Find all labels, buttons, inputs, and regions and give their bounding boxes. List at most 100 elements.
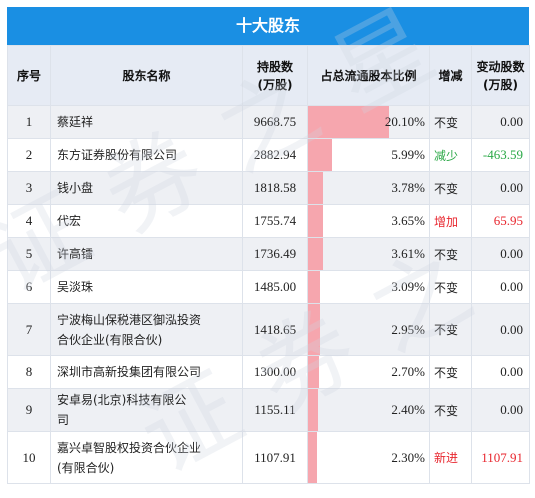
change-amount-cell: 0.00 — [471, 303, 530, 356]
change-cell: 不变 — [429, 388, 472, 432]
table-row: 9 安卓易(北京)科技有限公司 1155.11 2.40% 不变 0.00 — [7, 388, 530, 432]
row-no-cell: 10 — [7, 431, 51, 484]
holding-cell: 9668.75 — [242, 105, 308, 139]
ratio-bar — [308, 432, 318, 483]
change-cell: 不变 — [429, 171, 472, 205]
ratio-bar — [308, 172, 324, 204]
table-row: 6 吴淡珠 1485.00 3.09% 不变 0.00 — [7, 270, 530, 304]
ratio-value: 20.10% — [384, 114, 425, 129]
row-no-cell: 5 — [7, 237, 51, 271]
shareholder-name-line2: 司 — [57, 413, 70, 427]
ratio-cell: 3.78% — [307, 171, 430, 205]
holding-cell: 2882.94 — [242, 138, 308, 172]
ratio-cell: 5.99% — [307, 138, 430, 172]
col-header-change: 增减 — [429, 45, 472, 106]
shareholder-name-cell: 蔡廷祥 — [50, 105, 243, 139]
shareholder-name: 蔡廷祥 — [57, 115, 94, 129]
holding-cell: 1155.11 — [242, 388, 308, 432]
shareholder-name-line2: 合伙企业(有限合伙) — [57, 332, 163, 347]
row-no-cell: 6 — [7, 270, 51, 304]
ratio-bar — [308, 238, 323, 270]
change-amount-cell: 0.00 — [471, 270, 530, 304]
holding-cell: 1107.91 — [242, 431, 308, 484]
ratio-cell: 2.30% — [307, 431, 430, 484]
holding-cell: 1300.00 — [242, 355, 308, 389]
shareholder-name-cell: 钱小盘 — [50, 171, 243, 205]
ratio-bar — [308, 106, 389, 138]
change-cell: 增加 — [429, 204, 472, 238]
ratio-value: 2.70% — [391, 364, 425, 379]
table-row: 4 代宏 1755.74 3.65% 增加 65.95 — [7, 204, 530, 238]
change-amount-cell: 0.00 — [471, 171, 530, 205]
col-header-hold-line2: (万股) — [257, 77, 293, 92]
shareholder-name-cell: 代宏 — [50, 204, 243, 238]
shareholder-name: 许高镭 — [57, 247, 94, 261]
shareholder-name-cell: 嘉兴卓智股权投资合伙企业 (有限合伙) — [50, 431, 243, 484]
table-row: 1 蔡廷祥 9668.75 20.10% 不变 0.00 — [7, 105, 530, 139]
ratio-value: 3.61% — [391, 246, 425, 261]
row-no-cell: 9 — [7, 388, 51, 432]
change-cell: 不变 — [429, 270, 472, 304]
shareholders-panel: 十大股东 序号 股东名称 持股数 (万股) 占总流通股本比例 增减 变动股数 (万股… — [7, 7, 530, 491]
table-row: 8 深圳市高新投集团有限公司 1300.00 2.70% 不变 0.00 — [7, 355, 530, 389]
change-cell: 不变 — [429, 237, 472, 271]
change-amount-cell: 0.00 — [471, 388, 530, 432]
ratio-cell: 20.10% — [307, 105, 430, 139]
ratio-value: 3.65% — [391, 213, 425, 228]
shareholder-name-cell: 东方证券股份有限公司 — [50, 138, 243, 172]
col-header-amount: 变动股数 (万股) — [471, 45, 530, 106]
row-no-cell: 3 — [7, 171, 51, 205]
ratio-bar — [308, 356, 319, 388]
ratio-value: 2.95% — [391, 321, 425, 337]
shareholder-name: 宁波梅山保税港区御泓投资 — [57, 312, 202, 327]
col-header-ratio: 占总流通股本比例 — [307, 45, 430, 106]
ratio-cell: 3.61% — [307, 237, 430, 271]
shareholder-name: 吴淡珠 — [57, 280, 94, 294]
ratio-cell: 3.09% — [307, 270, 430, 304]
ratio-bar — [308, 304, 320, 355]
col-header-hold: 持股数 (万股) — [242, 45, 308, 106]
change-amount-cell: 65.95 — [471, 204, 530, 238]
shareholder-name-cell: 宁波梅山保税港区御泓投资 合伙企业(有限合伙) — [50, 303, 243, 356]
change-amount-cell: 0.00 — [471, 237, 530, 271]
holding-cell: 1755.74 — [242, 204, 308, 238]
ratio-cell: 3.65% — [307, 204, 430, 238]
change-amount-cell: 0.00 — [471, 105, 530, 139]
shareholder-name-line2: (有限合伙) — [57, 460, 115, 475]
change-amount-cell: 0.00 — [471, 355, 530, 389]
table-title: 十大股东 — [7, 7, 529, 45]
row-no-cell: 7 — [7, 303, 51, 356]
header-row: 序号 股东名称 持股数 (万股) 占总流通股本比例 增减 变动股数 (万股) — [7, 45, 530, 106]
col-header-hold-line1: 持股数 — [256, 59, 293, 74]
ratio-cell: 2.70% — [307, 355, 430, 389]
col-header-amount-line2: (万股) — [483, 77, 518, 92]
col-header-no: 序号 — [7, 45, 51, 106]
ratio-value: 3.78% — [391, 180, 425, 195]
shareholders-table: 序号 股东名称 持股数 (万股) 占总流通股本比例 增减 变动股数 (万股) 1 蔡廷… — [7, 45, 530, 484]
change-cell: 新进 — [429, 431, 472, 484]
holding-cell: 1418.65 — [242, 303, 308, 356]
ratio-value: 5.99% — [391, 147, 425, 162]
ratio-cell: 2.95% — [307, 303, 430, 356]
holding-cell: 1485.00 — [242, 270, 308, 304]
table-row: 5 许高镭 1736.49 3.61% 不变 0.00 — [7, 237, 530, 271]
ratio-value: 3.09% — [391, 279, 425, 294]
change-amount-cell: 1107.91 — [471, 431, 530, 484]
table-row: 2 东方证券股份有限公司 2882.94 5.99% 减少 -463.59 — [7, 138, 530, 172]
col-header-name: 股东名称 — [50, 45, 243, 106]
holding-cell: 1818.58 — [242, 171, 308, 205]
change-cell: 不变 — [429, 303, 472, 356]
shareholder-name: 嘉兴卓智股权投资合伙企业 — [57, 440, 202, 455]
ratio-value: 2.30% — [391, 449, 425, 465]
ratio-bar — [308, 271, 321, 303]
shareholder-name-cell: 吴淡珠 — [50, 270, 243, 304]
ratio-bar — [308, 139, 333, 171]
table-row: 10 嘉兴卓智股权投资合伙企业 (有限合伙) 1107.91 2.30% 新进 1107.9… — [7, 431, 530, 484]
row-no-cell: 2 — [7, 138, 51, 172]
shareholder-name-cell: 安卓易(北京)科技有限公司 — [50, 388, 243, 432]
change-amount-cell: -463.59 — [471, 138, 530, 172]
ratio-value: 2.40% — [391, 402, 425, 417]
row-no-cell: 1 — [7, 105, 51, 139]
shareholder-name: 安卓易(北京)科技有限公 — [57, 393, 187, 407]
holding-cell: 1736.49 — [242, 237, 308, 271]
